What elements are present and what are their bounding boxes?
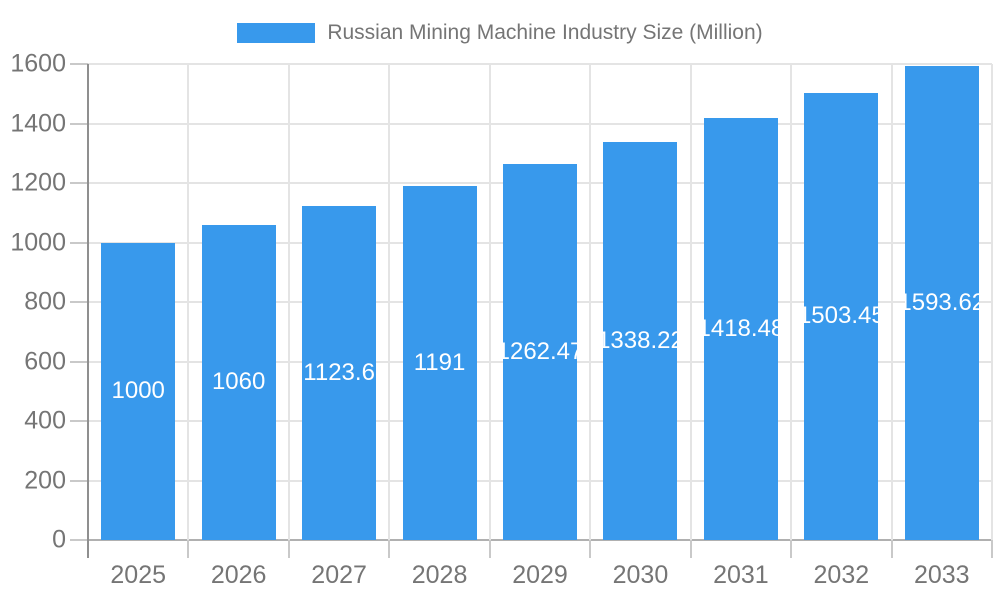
gridline-x-7: [790, 64, 793, 540]
y-axis-line: [87, 64, 89, 558]
bar-value-label-2032: 1503.45: [804, 302, 879, 330]
bar-value-label-2027: 1123.6: [303, 358, 375, 386]
bar-2031[interactable]: 1418.48: [703, 118, 778, 540]
x-tick-mark-3: [388, 540, 391, 558]
gridline-x-4: [488, 64, 491, 540]
x-tick-label-2031: 2031: [713, 561, 769, 589]
x-tick-mark-5: [589, 540, 592, 558]
bar-2033[interactable]: 1593.62: [904, 65, 979, 540]
gridline-x-9: [991, 64, 993, 540]
y-tick-mark-200: [70, 479, 88, 482]
bar-2027[interactable]: 1123.6: [302, 205, 377, 540]
bar-value-label-2030: 1338.22: [603, 326, 678, 354]
x-tick-mark-2: [287, 540, 290, 558]
x-tick-mark-9: [991, 540, 993, 558]
y-tick-label-1400: 1400: [10, 109, 66, 137]
bar-value-label-2028: 1191: [413, 348, 466, 376]
legend[interactable]: Russian Mining Machine Industry Size (Mi…: [0, 18, 1000, 48]
x-tick-mark-6: [689, 540, 692, 558]
x-tick-mark-8: [890, 540, 893, 558]
y-tick-mark-600: [70, 360, 88, 363]
y-tick-mark-1000: [70, 241, 88, 244]
bar-2026[interactable]: 1060: [201, 224, 276, 540]
bar-2029[interactable]: 1262.47: [503, 164, 577, 540]
x-tick-label-2033: 2033: [913, 561, 970, 589]
gridline-x-3: [388, 64, 391, 540]
y-tick-label-1200: 1200: [10, 168, 66, 197]
legend-swatch: [237, 23, 316, 43]
gridline-x-5: [589, 64, 592, 540]
gridline-x-8: [890, 64, 893, 540]
y-tick-label-800: 800: [24, 287, 66, 316]
gridline-y-1600: [88, 63, 992, 65]
x-tick-mark-7: [790, 540, 793, 558]
gridline-x-2: [287, 64, 290, 540]
legend-label: Russian Mining Machine Industry Size (Mi…: [327, 21, 763, 44]
x-tick-label-2032: 2032: [813, 561, 870, 589]
bar-2030[interactable]: 1338.22: [603, 141, 678, 540]
y-tick-mark-1200: [70, 182, 88, 184]
x-tick-label-2026: 2026: [210, 561, 267, 589]
y-tick-mark-0: [70, 539, 88, 541]
bar-2025[interactable]: 1000: [101, 242, 176, 540]
gridline-y-0: [88, 539, 992, 541]
y-tick-mark-800: [70, 301, 88, 303]
y-tick-mark-1600: [70, 63, 88, 65]
y-tick-label-0: 0: [52, 525, 66, 554]
x-tick-label-2025: 2025: [110, 561, 167, 589]
bar-2032[interactable]: 1503.45: [804, 92, 879, 540]
gridline-y-1400: [88, 122, 992, 125]
bar-value-label-2026: 1060: [211, 368, 266, 396]
y-tick-mark-1400: [70, 122, 88, 125]
y-tick-label-1000: 1000: [10, 228, 66, 256]
x-tick-label-2030: 2030: [612, 561, 669, 589]
bar-value-label-2033: 1593.62: [904, 288, 979, 316]
gridline-x-1: [187, 64, 190, 540]
x-tick-label-2029: 2029: [512, 561, 568, 589]
x-tick-label-2027: 2027: [311, 561, 367, 589]
bar-value-label-2031: 1418.48: [703, 314, 778, 342]
gridline-x-6: [689, 64, 692, 540]
bar-value-label-2025: 1000: [111, 377, 165, 405]
x-tick-mark-1: [187, 540, 190, 558]
y-tick-label-400: 400: [24, 406, 66, 435]
bar-2028[interactable]: 1191: [402, 185, 477, 540]
y-tick-label-200: 200: [24, 466, 66, 494]
x-tick-mark-4: [488, 540, 491, 558]
y-tick-mark-400: [70, 420, 88, 422]
y-tick-label-1600: 1600: [10, 49, 66, 78]
x-tick-label-2028: 2028: [411, 561, 468, 589]
y-tick-label-600: 600: [24, 347, 66, 375]
bar-value-label-2029: 1262.47: [503, 338, 577, 366]
